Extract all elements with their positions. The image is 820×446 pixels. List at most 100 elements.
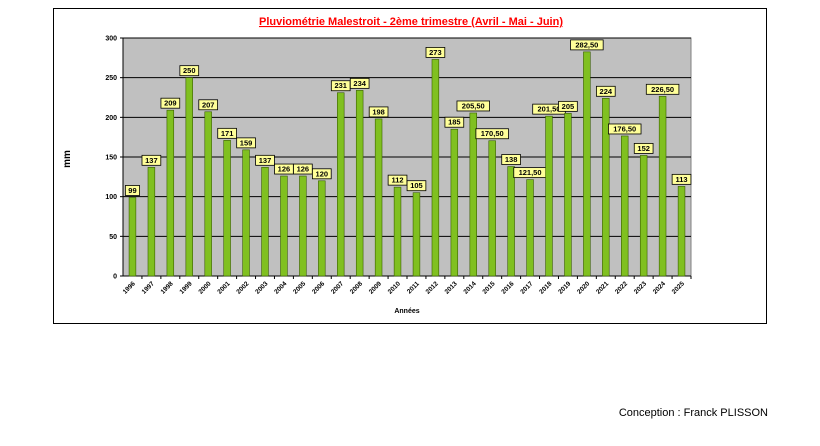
- x-tick-label: 2019: [557, 280, 572, 295]
- value-label: 113: [675, 175, 687, 184]
- value-label: 137: [145, 156, 158, 165]
- x-tick-label: 2009: [368, 280, 383, 295]
- value-label: 205: [562, 102, 575, 111]
- x-tick-label: 2018: [538, 280, 553, 295]
- y-tick-label: 150: [105, 155, 117, 162]
- x-tick-label: 2024: [652, 280, 667, 295]
- bar: [545, 115, 553, 277]
- value-label: 250: [183, 66, 196, 75]
- y-tick-label: 200: [105, 115, 117, 122]
- bar: [658, 96, 667, 277]
- value-label-box: [671, 173, 692, 185]
- value-label: 170,50: [481, 129, 504, 138]
- x-tick-label: 2012: [425, 280, 440, 295]
- value-label-box: [558, 100, 578, 112]
- bar: [318, 180, 326, 277]
- value-label: 234: [353, 79, 366, 88]
- x-tick-label: 2016: [500, 280, 515, 295]
- value-label-box: [608, 123, 642, 135]
- value-label-box: [444, 116, 465, 128]
- value-label: 159: [240, 138, 253, 147]
- y-tick-label: 300: [105, 36, 117, 43]
- x-tick-label: 1998: [160, 280, 175, 295]
- chart-frame: Pluviométrie Malestroit - 2ème trimestre…: [53, 8, 767, 324]
- bar: [621, 135, 629, 277]
- bar: [677, 186, 686, 277]
- credit-text: Conception : Franck PLISSON: [618, 407, 768, 419]
- y-axis-label: mm: [62, 150, 73, 168]
- value-label: 231: [334, 81, 347, 90]
- x-axis-label: Années: [394, 308, 419, 315]
- x-tick-label: 2003: [254, 280, 269, 295]
- x-tick-label: 2023: [633, 280, 648, 295]
- value-label: 126: [297, 165, 310, 174]
- x-tick-label: 2010: [387, 280, 402, 295]
- value-label: 99: [128, 186, 136, 195]
- value-label-box: [406, 180, 427, 192]
- bar: [128, 197, 137, 277]
- value-label: 209: [164, 99, 177, 108]
- value-label: 176,50: [613, 124, 636, 133]
- value-label: 112: [391, 176, 403, 185]
- x-tick-label: 2011: [406, 280, 421, 295]
- value-label: 126: [278, 165, 291, 174]
- x-tick-label: 2014: [463, 280, 478, 295]
- x-tick-label: 2000: [197, 280, 212, 295]
- value-label: 185: [448, 118, 461, 127]
- y-tick-label: 0: [113, 274, 117, 281]
- bar: [431, 59, 440, 277]
- value-label-box: [198, 99, 219, 111]
- x-tick-label: 2008: [349, 280, 364, 295]
- value-label-box: [425, 47, 446, 58]
- chart-title: Pluviométrie Malestroit - 2ème trimestre…: [259, 16, 563, 28]
- x-tick-label: 2015: [481, 280, 496, 295]
- value-label: 137: [259, 156, 272, 165]
- x-tick-label: 2007: [330, 280, 345, 295]
- value-label-box: [475, 128, 509, 140]
- value-label-box: [570, 39, 604, 51]
- x-tick-label: 2017: [519, 280, 534, 295]
- bar-chart: Pluviométrie Malestroit - 2ème trimestre…: [62, 16, 692, 315]
- bar: [204, 111, 212, 277]
- x-tick-label: 2004: [273, 280, 288, 295]
- value-label-box: [368, 106, 389, 118]
- value-label-box: [124, 185, 140, 196]
- value-label-box: [141, 154, 162, 166]
- bar: [337, 92, 345, 277]
- value-label: 121,50: [519, 168, 542, 177]
- value-label: 282,50: [575, 40, 598, 49]
- bar: [393, 186, 402, 277]
- x-tick-label: 2025: [671, 280, 686, 295]
- value-label-box: [596, 85, 616, 97]
- x-tick-label: 2001: [216, 280, 231, 295]
- y-tick-label: 250: [105, 75, 117, 82]
- value-label-box: [160, 97, 181, 109]
- value-label-box: [645, 83, 680, 95]
- bar: [639, 155, 648, 277]
- bar: [147, 167, 156, 277]
- x-tick-label: 2013: [444, 280, 459, 295]
- bar: [261, 167, 269, 277]
- value-label-box: [236, 137, 256, 149]
- bar: [583, 51, 591, 277]
- value-label-box: [456, 100, 490, 112]
- value-label: 171: [221, 129, 234, 138]
- bar: [280, 175, 288, 277]
- value-label-box: [217, 127, 237, 139]
- value-label: 105: [410, 181, 423, 190]
- y-tick-label: 100: [105, 194, 117, 201]
- value-label-box: [311, 168, 332, 180]
- bar: [223, 140, 231, 277]
- value-label: 226,50: [651, 85, 674, 94]
- x-tick-label: 2002: [235, 280, 250, 295]
- bar: [507, 166, 515, 277]
- bar: [469, 112, 477, 277]
- value-label-box: [255, 154, 275, 166]
- value-label: 120: [316, 169, 329, 178]
- value-label: 152: [637, 144, 650, 153]
- x-tick-label: 2005: [292, 280, 307, 295]
- x-tick-label: 2022: [614, 280, 629, 295]
- bar: [526, 179, 534, 277]
- value-label-box: [349, 77, 370, 89]
- bar: [355, 90, 364, 277]
